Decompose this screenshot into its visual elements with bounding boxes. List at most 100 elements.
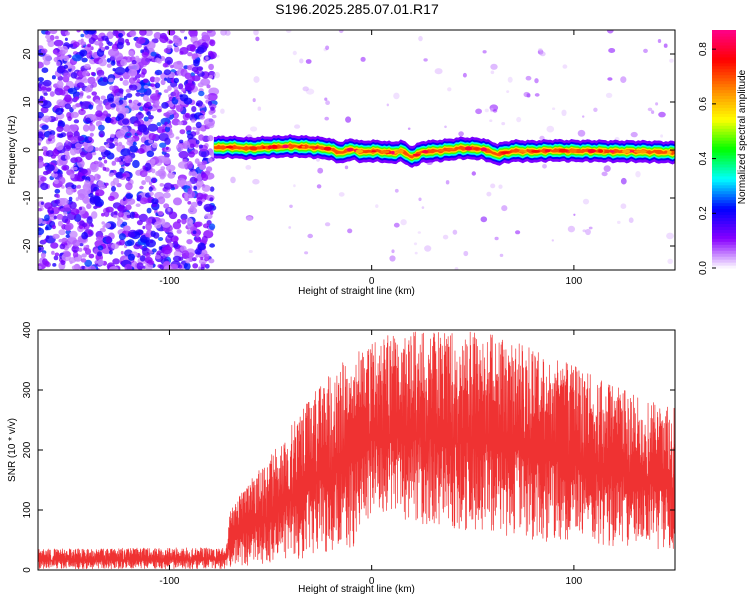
noise-speckle [136, 262, 144, 270]
noise-speckle [651, 110, 655, 114]
noise-speckle [77, 135, 85, 142]
noise-speckle [119, 94, 124, 98]
colorbar-tick-label: 0.2 [698, 206, 709, 220]
signal-hotspot [446, 148, 456, 151]
noise-speckle [173, 236, 179, 241]
noise-speckle [542, 164, 547, 169]
noise-speckle [192, 263, 199, 269]
colorbar-segment [712, 214, 736, 219]
signal-hotspot [267, 145, 273, 150]
colorbar-segment [712, 113, 736, 117]
noise-speckle [202, 104, 206, 108]
noise-speckle [80, 41, 87, 46]
colorbar-segment [712, 187, 736, 192]
noise-speckle [44, 164, 55, 172]
noise-speckle [255, 36, 260, 42]
noise-speckle [607, 77, 613, 81]
colorbar: 0.0 0.2 0.4 0.6 0.8 Normalized spectral ampli… [698, 30, 748, 275]
noise-speckle [145, 239, 156, 248]
noise-speckle [140, 30, 145, 33]
noise-speckle [40, 106, 49, 114]
noise-speckle [74, 256, 79, 261]
noise-speckle [160, 117, 171, 125]
snr-y-tick-label: 0 [22, 567, 33, 573]
noise-speckle [77, 193, 85, 201]
noise-speckle [147, 115, 154, 120]
noise-speckle [102, 110, 108, 117]
noise-region-0 [38, 30, 220, 270]
signal-hotspot [380, 150, 390, 154]
noise-speckle [79, 206, 83, 211]
noise-speckle [114, 157, 121, 163]
noise-speckle [209, 223, 216, 230]
spectrogram-plot-area [38, 30, 675, 270]
noise-speckle [88, 37, 95, 45]
colorbar-segment [712, 262, 736, 266]
noise-speckle [186, 65, 193, 71]
noise-speckle [253, 76, 260, 83]
noise-speckle [126, 136, 135, 143]
noise-speckle [66, 131, 74, 138]
noise-speckle [195, 139, 200, 145]
noise-speckle [89, 132, 94, 137]
noise-speckle [561, 109, 567, 117]
noise-speckle [139, 170, 148, 178]
colorbar-segment [712, 166, 736, 171]
noise-speckle [292, 50, 297, 56]
noise-speckle [77, 184, 81, 189]
signal-hotspot [480, 147, 488, 152]
noise-speckle [197, 200, 203, 207]
noise-speckle [198, 149, 210, 158]
noise-speckle [163, 69, 171, 76]
noise-speckle [102, 76, 108, 83]
noise-speckle [490, 70, 495, 75]
noise-speckle [132, 141, 137, 146]
noise-speckle [127, 253, 135, 261]
colorbar-segment [712, 137, 736, 141]
noise-speckle [101, 221, 105, 225]
signal-hotspot [544, 149, 551, 153]
y-tick-label: -10 [22, 190, 33, 205]
colorbar-segment [712, 223, 736, 227]
noise-speckle [173, 197, 182, 206]
noise-speckle [176, 229, 182, 234]
noise-speckle [96, 48, 105, 58]
colorbar-segment [712, 259, 736, 263]
noise-speckle [107, 97, 114, 103]
noise-speckle [40, 100, 52, 109]
noise-speckle [99, 77, 104, 81]
noise-speckle [72, 41, 80, 48]
noise-speckle [190, 143, 195, 148]
noise-speckle [204, 94, 209, 100]
noise-speckle [195, 254, 199, 258]
noise-speckle [118, 32, 124, 38]
noise-speckle [170, 184, 175, 189]
noise-speckle [123, 95, 128, 100]
noise-speckle [51, 224, 57, 230]
noise-speckle [98, 124, 105, 131]
noise-speckle [103, 159, 108, 164]
noise-speckle [118, 233, 126, 241]
colorbar-segment [712, 151, 736, 156]
noise-speckle [154, 254, 161, 260]
noise-speckle [71, 245, 80, 253]
noise-speckle [150, 83, 156, 87]
noise-speckle [423, 58, 428, 62]
colorbar-tick-label: 0.8 [698, 42, 709, 56]
noise-speckle [136, 196, 141, 201]
noise-speckle [125, 38, 129, 44]
snr-panel: -100 0 100 0 100 200 300 400 Height of straight … [7, 321, 676, 595]
noise-speckle [47, 209, 51, 213]
noise-speckle [122, 118, 130, 125]
noise-speckle [344, 165, 349, 170]
noise-speckle [95, 236, 102, 242]
noise-speckle [164, 77, 167, 81]
noise-speckle [195, 221, 203, 227]
colorbar-segment [712, 184, 736, 189]
noise-speckle [151, 168, 156, 174]
noise-speckle [88, 265, 97, 270]
noise-speckle [106, 58, 111, 63]
noise-speckle [499, 253, 504, 257]
noise-speckle [64, 224, 72, 232]
noise-speckle [167, 85, 172, 91]
